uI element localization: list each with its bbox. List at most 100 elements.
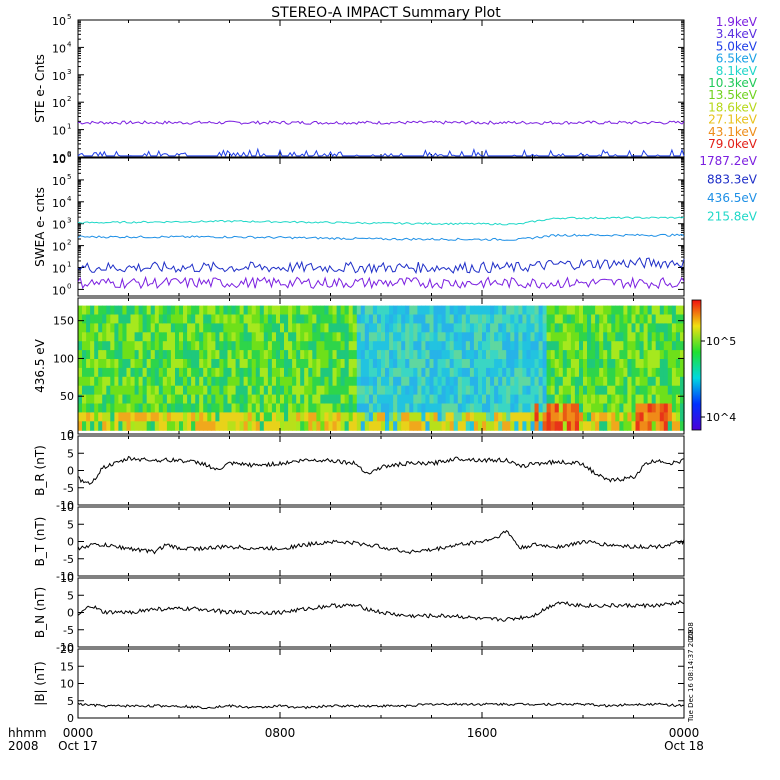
heatmap-cell	[183, 403, 188, 413]
heatmap-cell	[219, 359, 224, 369]
heatmap-cell	[397, 305, 402, 316]
heatmap-cell	[296, 359, 301, 369]
heatmap-cell	[587, 323, 592, 333]
heatmap-cell	[175, 421, 180, 431]
heatmap-cell	[150, 350, 156, 360]
heatmap-cell	[615, 385, 620, 396]
heatmap-cell	[538, 367, 544, 378]
heatmap-cell	[583, 305, 588, 316]
heatmap-cell	[457, 350, 463, 360]
y-tick-exponent: 6	[67, 151, 72, 159]
heatmap-cell	[271, 367, 277, 378]
heatmap-cell	[90, 350, 95, 360]
heatmap-cell	[631, 359, 637, 369]
heatmap-cell	[663, 403, 669, 413]
heatmap-cell	[179, 359, 184, 369]
heatmap-cell	[518, 367, 523, 378]
y-tick-exponent: 2	[67, 95, 71, 103]
heatmap-cell	[445, 341, 451, 351]
heatmap-cell	[514, 305, 519, 316]
heatmap-cell	[179, 385, 184, 396]
heatmap-cell	[146, 314, 152, 324]
heatmap-cell	[558, 376, 564, 387]
heatmap-cell	[126, 367, 132, 378]
heatmap-cell	[671, 403, 677, 413]
heatmap-cell	[239, 367, 245, 378]
y-tick-label: -10	[56, 499, 74, 512]
heatmap-cell	[255, 359, 261, 369]
heatmap-cell	[122, 421, 127, 431]
heatmap-cell	[647, 359, 653, 369]
heatmap-cell	[465, 332, 471, 342]
heatmap-cell	[106, 376, 111, 387]
heatmap-cell	[179, 323, 184, 333]
heatmap-cell	[344, 385, 350, 396]
heatmap-cell	[437, 314, 443, 324]
heatmap-cell	[510, 367, 515, 378]
plot-title: STEREO-A IMPACT Summary Plot	[271, 5, 501, 21]
heatmap-cell	[110, 421, 115, 431]
heatmap-cell	[631, 314, 637, 324]
y-axis-label: SWEA e- cnts	[33, 187, 47, 267]
heatmap-cell	[421, 385, 426, 396]
heatmap-cell	[191, 332, 196, 342]
heatmap-cell	[433, 305, 439, 316]
heatmap-cell	[469, 385, 475, 396]
heatmap-cell	[619, 341, 624, 351]
y-tick-label: 10	[52, 125, 66, 138]
heatmap-cell	[191, 359, 196, 369]
y-tick-label: 5	[67, 447, 74, 460]
y-axis-label: B_T (nT)	[33, 517, 47, 567]
heatmap-cell	[86, 367, 91, 378]
heatmap-cell	[417, 341, 422, 351]
heatmap-cell	[663, 376, 669, 387]
heatmap-cell	[142, 305, 148, 316]
heatmap-cell	[138, 323, 144, 333]
heatmap-cell	[336, 403, 342, 413]
heatmap-cell	[255, 350, 261, 360]
heatmap-cell	[142, 359, 148, 369]
heatmap-cell	[663, 314, 669, 324]
heatmap-cell	[595, 341, 600, 351]
heatmap-cell	[639, 421, 645, 431]
heatmap-cell	[259, 305, 265, 316]
heatmap-cell	[651, 359, 657, 369]
heatmap-cell	[142, 314, 148, 324]
heatmap-cell	[546, 350, 552, 360]
heatmap-cell	[570, 421, 576, 431]
heatmap-cell	[591, 350, 596, 360]
heatmap-cell	[655, 394, 661, 405]
heatmap-cell	[231, 332, 237, 342]
heatmap-cell	[126, 376, 132, 387]
heatmap-cell	[187, 403, 192, 413]
heatmap-cell	[227, 421, 233, 431]
heatmap-cell	[667, 305, 673, 316]
heatmap-cell	[352, 376, 358, 387]
heatmap-cell	[320, 421, 325, 431]
heatmap-cell	[263, 332, 269, 342]
heatmap-cell	[574, 367, 580, 378]
heatmap-cell	[243, 314, 249, 324]
heatmap-cell	[170, 350, 176, 360]
heatmap-cell	[348, 412, 354, 422]
heatmap-cell	[271, 314, 277, 324]
heatmap-cell	[344, 341, 350, 351]
heatmap-cell	[498, 376, 503, 387]
heatmap-cell	[320, 367, 325, 378]
heatmap-cell	[558, 314, 564, 324]
heatmap-cell	[603, 385, 608, 396]
panel-frame	[77, 19, 685, 158]
heatmap-cell	[631, 332, 637, 342]
heatmap-cell	[453, 323, 459, 333]
heatmap-cell	[413, 350, 418, 360]
heatmap-cell	[199, 332, 204, 342]
heatmap-cell	[643, 403, 649, 413]
heatmap-cell	[437, 323, 443, 333]
heatmap-cell	[671, 314, 677, 324]
heatmap-cell	[304, 421, 309, 431]
heatmap-cell	[267, 350, 273, 360]
heatmap-cell	[583, 341, 588, 351]
heatmap-cell	[522, 341, 527, 351]
